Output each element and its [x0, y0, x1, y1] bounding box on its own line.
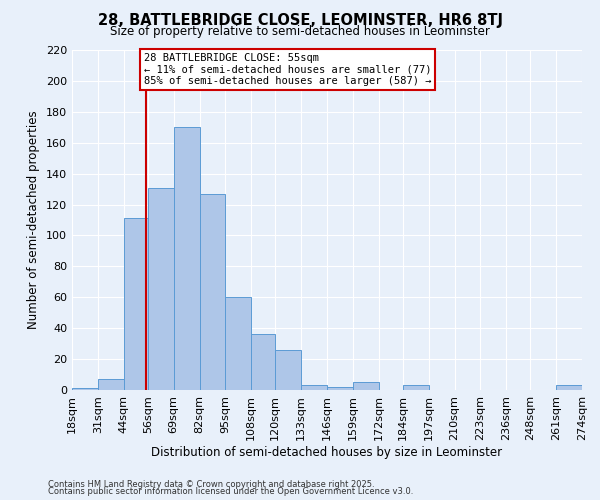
Bar [301, 386, 327, 390]
Bar [72, 388, 98, 390]
Bar [148, 188, 173, 390]
Text: Contains HM Land Registry data © Crown copyright and database right 2025.: Contains HM Land Registry data © Crown c… [48, 480, 374, 489]
Bar [124, 218, 148, 390]
X-axis label: Distribution of semi-detached houses by size in Leominster: Distribution of semi-detached houses by … [151, 446, 503, 458]
Bar [251, 334, 275, 390]
Text: 28, BATTLEBRIDGE CLOSE, LEOMINSTER, HR6 8TJ: 28, BATTLEBRIDGE CLOSE, LEOMINSTER, HR6 … [97, 12, 503, 28]
Bar [275, 350, 301, 390]
Bar [98, 379, 124, 390]
Bar [199, 194, 226, 390]
Bar [327, 387, 353, 390]
Text: Size of property relative to semi-detached houses in Leominster: Size of property relative to semi-detach… [110, 25, 490, 38]
Bar [403, 386, 428, 390]
Bar [353, 382, 379, 390]
Text: 28 BATTLEBRIDGE CLOSE: 55sqm
← 11% of semi-detached houses are smaller (77)
85% : 28 BATTLEBRIDGE CLOSE: 55sqm ← 11% of se… [144, 53, 431, 86]
Text: Contains public sector information licensed under the Open Government Licence v3: Contains public sector information licen… [48, 487, 413, 496]
Bar [173, 128, 199, 390]
Bar [226, 298, 251, 390]
Y-axis label: Number of semi-detached properties: Number of semi-detached properties [28, 110, 40, 330]
Bar [556, 386, 582, 390]
